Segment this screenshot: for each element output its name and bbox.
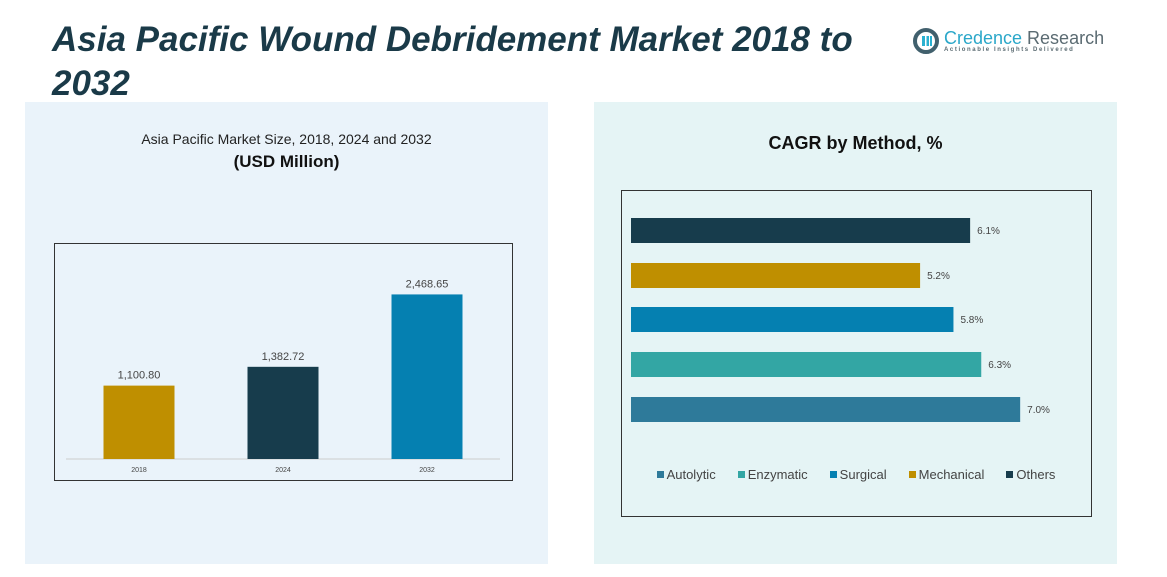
cagr-title: CAGR by Method, % bbox=[768, 133, 943, 153]
data-label: 6.3% bbox=[988, 360, 1011, 371]
cagr-legend: Autolytic Enzymatic Surgical Mechanical Othe… bbox=[622, 467, 1090, 482]
data-label: 1,382.72 bbox=[262, 351, 305, 363]
logo-name-b: Research bbox=[1022, 28, 1105, 48]
legend-label: Others bbox=[1016, 467, 1056, 482]
legend-item-mechanical: Mechanical bbox=[908, 467, 985, 482]
data-label: 6.1% bbox=[977, 226, 1000, 237]
logo-chart-icon bbox=[913, 28, 939, 54]
x-tick-label: 2032 bbox=[419, 467, 435, 474]
data-label: 7.0% bbox=[1027, 405, 1050, 416]
x-tick-label: 2018 bbox=[131, 467, 147, 474]
bar-2032 bbox=[391, 294, 463, 459]
market-size-title: Asia Pacific Market Size, 2018, 2024 and… bbox=[141, 131, 432, 147]
bar-2024 bbox=[247, 366, 319, 459]
legend-label: Enzymatic bbox=[747, 467, 808, 482]
logo-name-a: Credence bbox=[944, 28, 1023, 48]
bar-surgical bbox=[631, 307, 954, 332]
bar-2018 bbox=[103, 385, 175, 459]
legend-swatch bbox=[829, 471, 837, 478]
legend-item-others: Others bbox=[1006, 467, 1055, 482]
legend-item-autolytic: Autolytic bbox=[656, 467, 716, 482]
cagr-panel bbox=[594, 102, 1117, 564]
data-label: 5.2% bbox=[927, 271, 950, 282]
legend-swatch bbox=[1006, 471, 1014, 478]
data-label: 1,100.80 bbox=[118, 370, 161, 382]
cagr-chart-frame bbox=[621, 190, 1092, 517]
credence-research-logo: Credence Research Actionable Insights De… bbox=[913, 28, 1104, 54]
logo-tagline: Actionable Insights Delivered bbox=[944, 47, 1075, 53]
bar-autolytic bbox=[631, 397, 1021, 422]
bar-mechanical bbox=[631, 263, 921, 288]
legend-swatch bbox=[908, 471, 916, 478]
legend-label: Autolytic bbox=[666, 467, 716, 482]
legend-item-surgical: Surgical bbox=[829, 467, 887, 482]
page-title: Asia Pacific Wound Debridement Market 20… bbox=[52, 20, 853, 103]
legend-swatch bbox=[737, 471, 745, 478]
market-size-chart-frame bbox=[54, 243, 513, 481]
bar-enzymatic bbox=[631, 352, 982, 377]
market-size-unit: (USD Million) bbox=[233, 152, 340, 171]
legend-swatch bbox=[656, 471, 664, 478]
x-tick-label: 2024 bbox=[275, 467, 291, 474]
legend-item-enzymatic: Enzymatic bbox=[737, 467, 808, 482]
data-label: 5.8% bbox=[960, 315, 983, 326]
legend-label: Mechanical bbox=[918, 467, 985, 482]
legend-label: Surgical bbox=[839, 467, 887, 482]
bar-others bbox=[631, 218, 971, 243]
data-label: 2,468.65 bbox=[406, 278, 449, 290]
